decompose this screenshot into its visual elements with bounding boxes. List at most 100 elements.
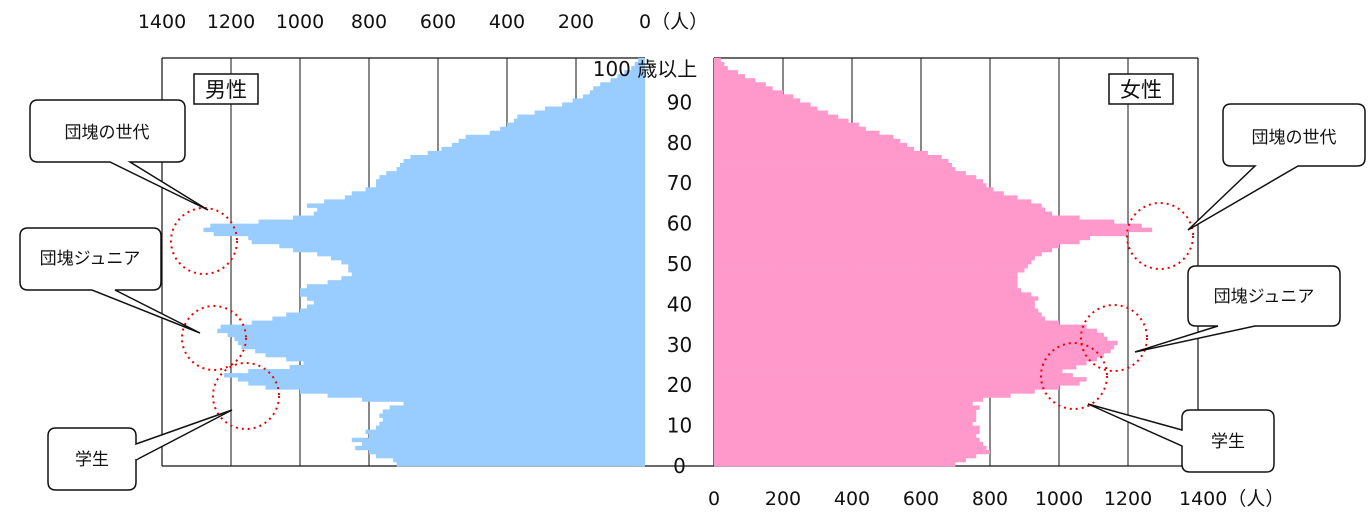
bar-female-age-36: [714, 316, 1046, 321]
bar-male-age-70: [375, 179, 645, 184]
bar-male-age-76: [410, 154, 645, 160]
age-tick-60: 60: [667, 212, 692, 236]
bar-male-age-4: [355, 445, 645, 451]
bar-female-age-5: [714, 441, 984, 447]
x-tick-left: 200: [558, 11, 594, 33]
bar-female-age-64: [714, 203, 1042, 208]
bar-female-age-34: [714, 324, 1087, 330]
circle-male-junior: [181, 305, 247, 371]
bar-male-age-51: [331, 255, 645, 261]
x-tick-left: 0（人）: [639, 11, 708, 33]
bar-male-age-58: [203, 227, 645, 233]
bar-male-age-29: [241, 344, 645, 350]
bar-male-age-77: [427, 150, 645, 156]
bar-male-age-6: [351, 437, 645, 443]
bar-female-age-19: [714, 385, 1059, 390]
bar-male-age-17: [327, 393, 645, 398]
bar-female-age-70: [714, 179, 984, 184]
bar-female-age-28: [714, 348, 1111, 354]
bar-male-age-75: [403, 158, 645, 164]
age-tick-70: 70: [667, 171, 692, 195]
bar-female-age-99: [714, 62, 725, 67]
bar-female-age-44: [714, 284, 1018, 289]
bar-male-age-9: [375, 425, 645, 431]
bar-female-age-50: [714, 259, 1032, 265]
bar-male-age-92: [589, 90, 645, 95]
bar-male-age-93: [593, 86, 645, 91]
bar-male-age-27: [265, 352, 645, 358]
bar-female-age-1: [714, 457, 966, 463]
x-tick-right: 800: [972, 488, 1008, 510]
bar-male-age-74: [400, 163, 645, 168]
bar-female-age-65: [714, 199, 1032, 204]
bar-female-age-97: [714, 70, 739, 75]
bar-female-age-55: [714, 239, 1080, 245]
bar-female-age-71: [714, 175, 977, 180]
bar-female-age-7: [714, 433, 977, 439]
bar-male-age-49: [348, 264, 645, 269]
bar-female-age-73: [714, 167, 956, 172]
bar-female-age-88: [714, 106, 818, 111]
bar-male-age-64: [306, 203, 645, 208]
callout-female-dankai-text: 団塊の世代: [1252, 128, 1337, 148]
circle-male-dankai: [170, 207, 238, 275]
bar-male-age-16: [362, 397, 645, 402]
bar-female-age-38: [714, 308, 1039, 313]
x-tick-left: 1200: [207, 11, 255, 33]
bar-female-age-94: [714, 82, 766, 87]
callout-male-student: 学生: [47, 409, 233, 491]
x-tick-left: 600: [420, 11, 456, 33]
bar-female-age-54: [714, 243, 1059, 249]
x-tick-left: 1400: [138, 11, 186, 33]
bar-male-age-20: [248, 381, 645, 386]
bar-female-age-67: [714, 191, 1004, 196]
x-tick-right: 0: [708, 488, 720, 510]
x-tick-right: 1400（人）: [1179, 488, 1284, 510]
bar-male-age-84: [507, 122, 645, 128]
bar-male-age-62: [313, 211, 645, 216]
bar-female-age-42: [714, 292, 1032, 297]
bar-female-age-27: [714, 352, 1104, 358]
bar-male-age-83: [500, 126, 645, 132]
age-tick-40: 40: [667, 292, 692, 316]
bar-male-age-35: [251, 320, 645, 326]
bar-male-age-36: [272, 316, 645, 321]
x-tick-left: 1000: [276, 11, 324, 33]
bar-male-age-8: [365, 429, 645, 435]
bar-male-age-87: [534, 110, 645, 115]
bar-female-age-77: [714, 150, 928, 156]
age-tick-90: 90: [667, 90, 692, 114]
bar-female-age-21: [714, 377, 1087, 382]
bar-male-age-25: [303, 360, 645, 366]
bar-female-age-51: [714, 255, 1035, 261]
bar-female-age-43: [714, 288, 1022, 293]
bar-female-age-40: [714, 300, 1035, 305]
bar-male-age-63: [317, 207, 645, 212]
bar-female-age-60: [714, 219, 1115, 225]
bar-female-age-0: [714, 461, 956, 467]
bar-male-age-14: [389, 405, 645, 410]
bar-male-age-54: [279, 243, 645, 249]
bar-male-age-32: [227, 332, 646, 338]
bar-male-age-19: [265, 385, 645, 390]
bar-female-age-62: [714, 211, 1053, 216]
bar-female-age-68: [714, 187, 994, 192]
bar-male-age-65: [324, 199, 645, 204]
top-age-label: 100 歳以上: [593, 57, 698, 81]
female-label: 女性: [1120, 78, 1162, 102]
bar-male-age-2: [375, 453, 645, 459]
bar-female-age-100: [714, 58, 721, 63]
male-bars: [203, 58, 646, 467]
tick-labels: 0 10 20 30 40 50 60 70 80 90 1400 1200 1000 800 600 400…: [138, 11, 1285, 510]
bar-male-age-99: [634, 62, 645, 67]
bar-female-age-53: [714, 247, 1053, 253]
bar-male-age-71: [379, 175, 645, 180]
bar-female-age-47: [714, 272, 1018, 277]
bar-male-age-22: [224, 373, 645, 378]
bar-female-age-87: [714, 110, 828, 115]
bar-female-age-81: [714, 134, 894, 140]
bar-female-age-75: [714, 158, 949, 164]
bar-male-age-100: [638, 58, 645, 63]
bar-male-age-39: [306, 304, 645, 309]
